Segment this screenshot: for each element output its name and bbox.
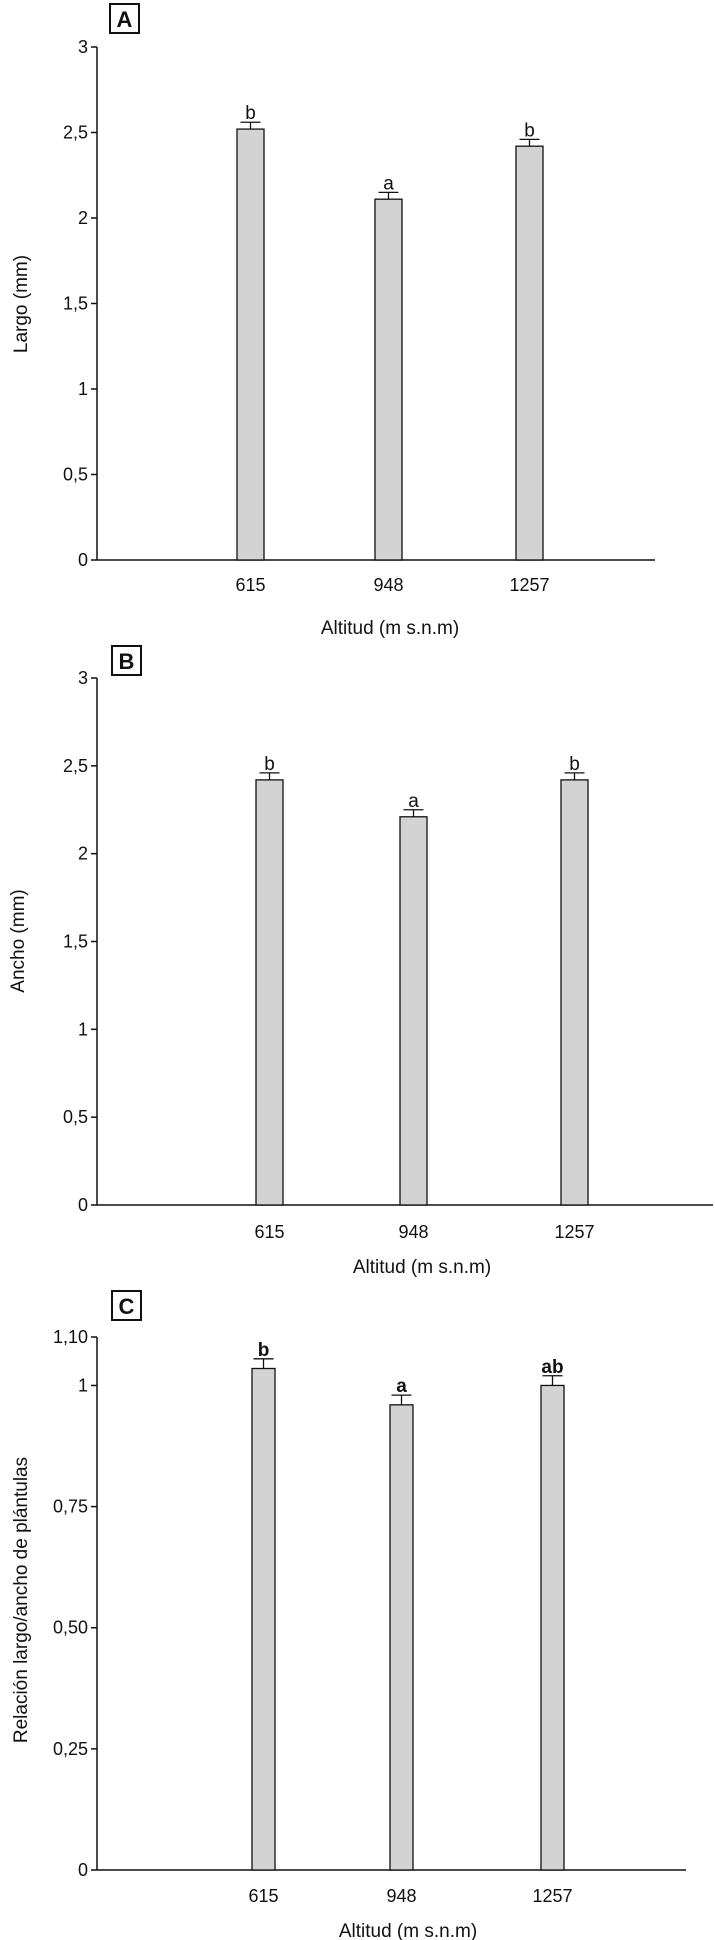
x-tick-label: 615 <box>248 1886 278 1906</box>
y-axis-title: Ancho (mm) <box>8 889 29 992</box>
y-tick-label: 2 <box>78 844 88 864</box>
x-axis-title: Altitud (m s.n.m) <box>353 1257 491 1278</box>
y-tick-label: 0,75 <box>53 1497 88 1517</box>
bar <box>255 779 284 1206</box>
y-tick-label: 1,5 <box>63 932 88 952</box>
y-tick-label: 0 <box>78 1860 88 1880</box>
panel-label-box <box>111 645 142 676</box>
bar <box>251 1367 276 1871</box>
x-tick-label: 1257 <box>532 1886 572 1906</box>
significance-label: a <box>383 173 394 194</box>
bar <box>540 1384 565 1871</box>
y-tick-label: 0,5 <box>63 465 88 485</box>
x-tick-label: 948 <box>398 1222 428 1242</box>
y-tick-label: 0,50 <box>53 1618 88 1638</box>
y-tick-label: 1 <box>78 1019 88 1039</box>
significance-label: a <box>408 791 419 812</box>
x-tick-label: 1257 <box>554 1222 594 1242</box>
y-axis-title: Largo (mm) <box>11 255 32 353</box>
x-tick-label: 615 <box>254 1222 284 1242</box>
bar <box>560 779 589 1206</box>
bar <box>399 816 428 1206</box>
panel-label-box <box>109 3 140 34</box>
bar <box>236 128 265 561</box>
bar <box>374 198 403 561</box>
y-tick-label: 2 <box>78 208 88 228</box>
y-tick-label: 3 <box>78 37 88 57</box>
chart-panel-b: B 0 0,5 1 1,5 2 2,5 3 b 615 a 948 b 1257 Altitud (m s.… <box>8 645 713 1278</box>
panel-label-box <box>111 1290 142 1321</box>
y-tick-label: 1 <box>78 1375 88 1395</box>
significance-label: b <box>524 120 535 141</box>
y-tick-label: 3 <box>78 668 88 688</box>
significance-label: b <box>569 754 580 775</box>
significance-label: a <box>396 1376 407 1397</box>
x-tick-label: 948 <box>386 1886 416 1906</box>
x-tick-label: 615 <box>235 575 265 595</box>
y-tick-label: 1 <box>78 379 88 399</box>
y-tick-label: 0,5 <box>63 1107 88 1127</box>
y-tick-label: 0,25 <box>53 1739 88 1759</box>
panel-label: C <box>119 1294 135 1319</box>
y-tick-label: 2,5 <box>63 756 88 776</box>
significance-label: b <box>258 1340 270 1361</box>
bar <box>389 1404 414 1871</box>
significance-label: b <box>264 754 275 775</box>
chart-panel-c: C 0 0,25 0,50 0,75 1 1,10 b 615 a 948 ab 1257 Altitud… <box>11 1290 686 1940</box>
panel-label: B <box>119 649 135 674</box>
significance-label: b <box>245 103 256 124</box>
panel-label: A <box>117 7 133 32</box>
significance-label: ab <box>541 1357 563 1378</box>
chart-panel-a: A 0 0,5 1 1,5 2 2,5 3 b 615 a 948 b 1257 Altitud (m s.… <box>11 3 655 639</box>
x-axis-title: Altitud (m s.n.m) <box>339 1921 477 1940</box>
bar <box>515 145 544 561</box>
y-tick-label: 0 <box>78 1195 88 1215</box>
y-tick-label: 0 <box>78 550 88 570</box>
y-tick-label: 1,5 <box>63 294 88 314</box>
x-tick-label: 1257 <box>509 575 549 595</box>
x-axis-title: Altitud (m s.n.m) <box>321 618 459 639</box>
x-tick-label: 948 <box>373 575 403 595</box>
y-tick-label: 1,10 <box>53 1327 88 1347</box>
y-axis-title: Relación largo/ancho de plántulas <box>11 1457 32 1743</box>
y-tick-label: 2,5 <box>63 123 88 143</box>
